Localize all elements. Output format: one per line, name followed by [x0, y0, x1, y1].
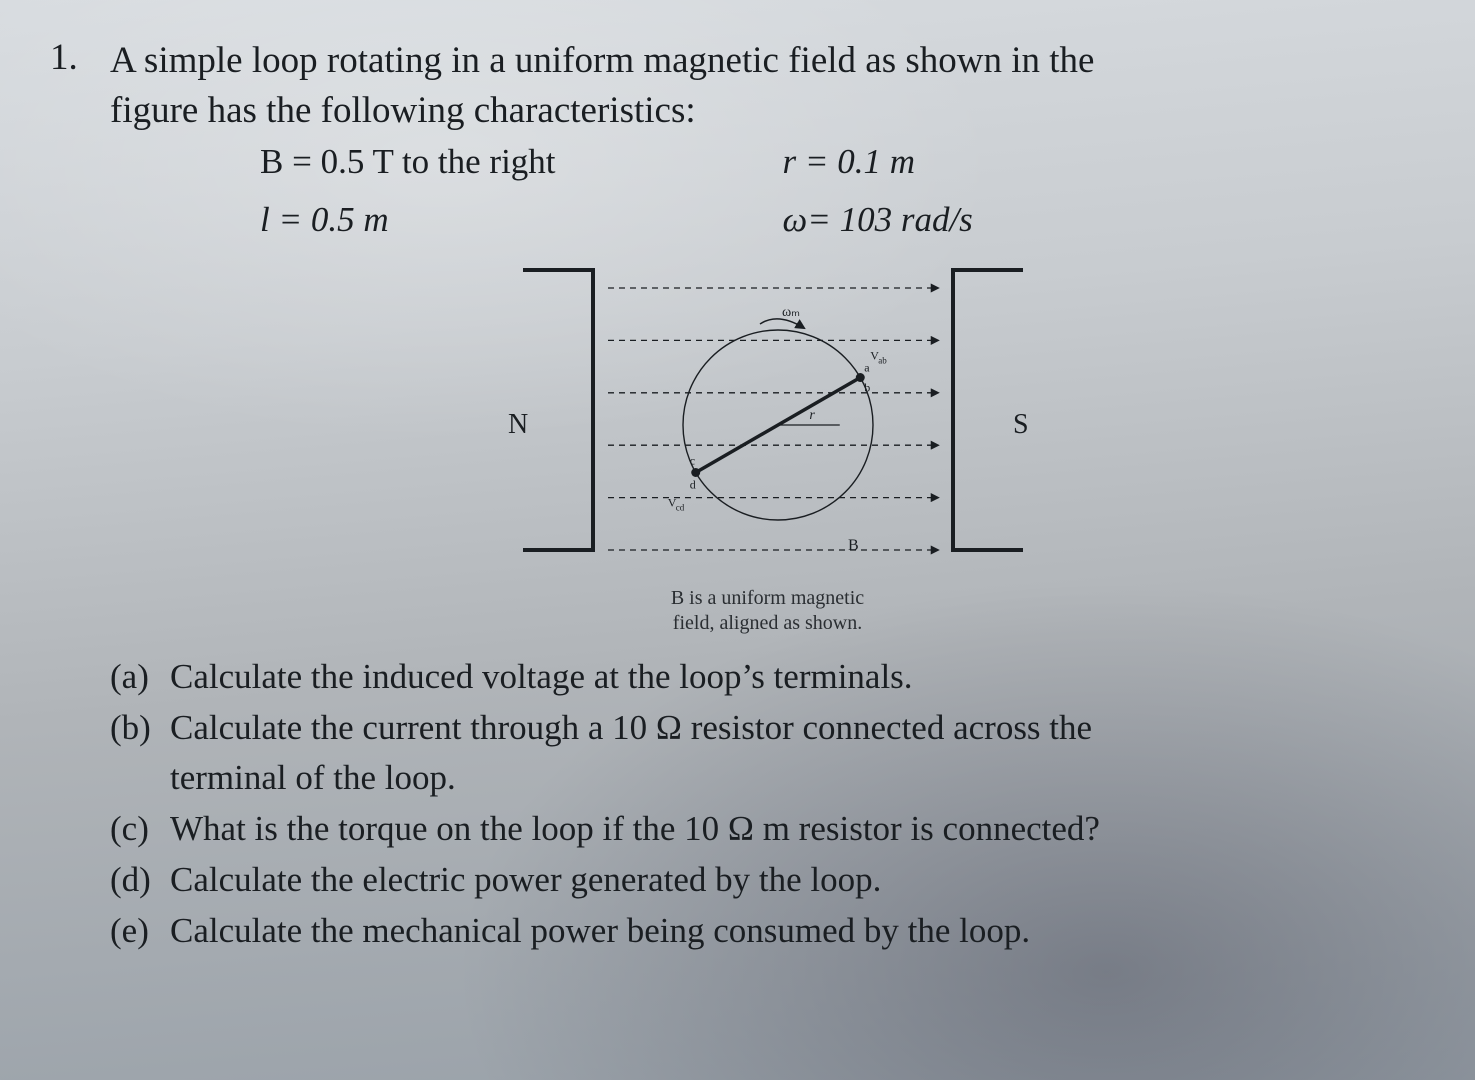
sub-c-text: What is the torque on the loop if the 10… [170, 804, 1425, 855]
loop-figure-svg: NSωₘrcdabVcdVabB [458, 250, 1078, 580]
sub-e-text: Calculate the mechanical power being con… [170, 906, 1425, 957]
parameters-grid: B = 0.5 T to the right r = 0.1 m l = 0.5… [110, 142, 1425, 240]
sub-a-label: (a) [110, 652, 170, 703]
svg-text:c: c [689, 453, 694, 467]
param-omega: ω= 103 rad/s [783, 200, 1306, 240]
sub-e-label: (e) [110, 906, 170, 957]
sub-d-text: Calculate the electric power generated b… [170, 855, 1425, 906]
svg-text:cd: cd [675, 502, 684, 512]
figure-caption: B is a uniform magnetic field, aligned a… [110, 586, 1425, 636]
svg-text:d: d [689, 477, 695, 491]
svg-text:N: N [508, 409, 528, 440]
question-body: A simple loop rotating in a uniform magn… [110, 36, 1425, 956]
svg-text:a: a [864, 360, 870, 374]
question-stem: A simple loop rotating in a uniform magn… [110, 36, 1425, 136]
sub-e: (e) Calculate the mechanical power being… [110, 906, 1425, 957]
sub-b-label: (b) [110, 703, 170, 805]
sub-b-text-l1: Calculate the current through a 10 Ω res… [170, 708, 1092, 747]
sub-questions: (a) Calculate the induced voltage at the… [110, 652, 1425, 957]
stem-line-1: A simple loop rotating in a uniform magn… [110, 40, 1094, 81]
sub-d-label: (d) [110, 855, 170, 906]
sub-c: (c) What is the torque on the loop if th… [110, 804, 1425, 855]
svg-text:r: r [809, 408, 815, 423]
param-B: B = 0.5 T to the right [260, 142, 783, 182]
sub-b-text-l2: terminal of the loop. [170, 758, 456, 797]
figure-container: NSωₘrcdabVcdVabB [110, 250, 1425, 580]
stem-line-2: figure has the following characteristics… [110, 90, 696, 131]
sub-b-text: Calculate the current through a 10 Ω res… [170, 703, 1425, 805]
param-r: r = 0.1 m [783, 142, 1306, 182]
question-block: 1. A simple loop rotating in a uniform m… [50, 36, 1425, 956]
svg-text:B: B [848, 537, 859, 554]
sub-b: (b) Calculate the current through a 10 Ω… [110, 703, 1425, 805]
svg-text:ωₘ: ωₘ [782, 305, 800, 320]
question-number: 1. [50, 36, 110, 956]
svg-text:ab: ab [878, 355, 887, 365]
sub-a-text: Calculate the induced voltage at the loo… [170, 652, 1425, 703]
svg-text:S: S [1013, 409, 1029, 440]
sub-c-label: (c) [110, 804, 170, 855]
caption-line-2: field, aligned as shown. [673, 612, 862, 634]
page-content: 1. A simple loop rotating in a uniform m… [50, 36, 1425, 956]
param-l: l = 0.5 m [260, 200, 783, 240]
sub-d: (d) Calculate the electric power generat… [110, 855, 1425, 906]
caption-line-1: B is a uniform magnetic [671, 587, 864, 609]
svg-text:b: b [864, 380, 870, 394]
sub-a: (a) Calculate the induced voltage at the… [110, 652, 1425, 703]
